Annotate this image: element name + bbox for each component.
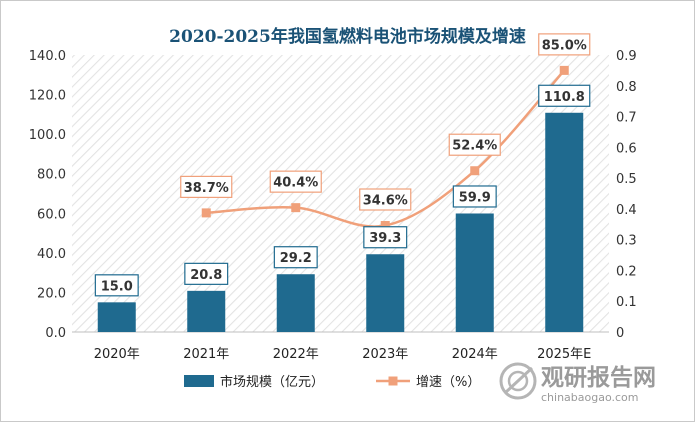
y-right-tick-label: 0.3 [616, 234, 637, 249]
bar [455, 213, 494, 332]
bar-value-label: 29.2 [273, 246, 318, 269]
watermark-brand: 观研报告网 [541, 365, 656, 391]
bar-value-label-text: 59.9 [459, 190, 491, 205]
chart-title: 2020-2025年我国氢燃料电池市场规模及增速 [169, 27, 526, 47]
y-right-tick-label: 0 [616, 326, 624, 341]
growth-value-label-text: 34.6% [363, 194, 408, 209]
growth-value-label-text: 40.4% [273, 176, 318, 191]
legend-bar-label: 市场规模（亿元） [220, 374, 324, 390]
y-right-tick-label: 0.2 [616, 264, 637, 279]
legend-bar-swatch [184, 375, 214, 387]
bar-value-label: 20.8 [184, 262, 229, 285]
growth-value-label: 34.6% [359, 188, 412, 211]
bar-value-label: 39.3 [363, 226, 408, 249]
x-tick-label: 2021年 [183, 347, 229, 362]
y-right-tick-label: 0.7 [616, 111, 637, 126]
bar-value-label-text: 20.8 [190, 268, 222, 283]
growth-value-label-text: 85.0% [542, 38, 587, 53]
y-left-tick-label: 0.0 [45, 326, 66, 341]
watermark: 观研报告网 chinabaogao.com [499, 362, 656, 404]
bar [97, 302, 136, 332]
growth-marker [559, 65, 569, 75]
x-tick-label: 2025年E [537, 347, 591, 362]
bar-value-label: 59.9 [452, 185, 497, 208]
x-tick-label: 2022年 [273, 347, 319, 362]
bar [366, 254, 405, 332]
watermark-url: chinabaogao.com [541, 391, 639, 404]
y-left-tick-label: 40.0 [37, 247, 66, 262]
y-right-tick-label: 0.6 [616, 141, 637, 156]
bar-value-label-text: 15.0 [101, 279, 133, 294]
y-right-tick-label: 0.9 [616, 49, 637, 64]
bar-value-label-text: 110.8 [544, 90, 585, 105]
bar-value-label-text: 39.3 [369, 231, 401, 246]
bar-value-label: 110.8 [538, 84, 591, 107]
y-left-tick-label: 60.0 [37, 207, 66, 222]
y-right-tick-label: 0.5 [616, 172, 637, 187]
growth-value-label-text: 52.4% [452, 139, 497, 154]
legend-line-marker [388, 376, 398, 386]
y-right-tick-label: 0.8 [616, 80, 637, 95]
y-left-tick-label: 100.0 [29, 128, 66, 143]
growth-marker [291, 203, 301, 213]
y-left-tick-label: 20.0 [37, 286, 66, 301]
x-tick-label: 2023年 [362, 347, 408, 362]
y-right-tick-label: 0.4 [616, 203, 637, 218]
plot-area [72, 55, 609, 332]
bar-value-label-text: 29.2 [280, 251, 312, 266]
x-tick-label: 2020年 [94, 347, 140, 362]
y-left-tick-label: 80.0 [37, 168, 66, 183]
y-left-tick-label: 140.0 [29, 49, 66, 64]
growth-value-label-text: 38.7% [184, 181, 229, 196]
y-right-tick-label: 0.1 [616, 295, 637, 310]
growth-marker [380, 221, 390, 231]
growth-marker [201, 208, 211, 218]
bar [276, 274, 315, 332]
growth-value-label: 40.4% [269, 170, 322, 193]
x-tick-label: 2024年 [452, 347, 498, 362]
y-left-tick-label: 120.0 [29, 89, 66, 104]
bar-value-label: 15.0 [94, 274, 139, 297]
growth-value-label: 85.0% [538, 33, 591, 56]
growth-value-label: 52.4% [448, 133, 501, 156]
watermark-logo-icon [499, 362, 537, 400]
bar [187, 290, 226, 332]
growth-marker [470, 166, 480, 176]
bar [545, 112, 584, 332]
legend-line-label: 增速（%） [416, 375, 480, 390]
growth-value-label: 38.7% [180, 175, 233, 198]
